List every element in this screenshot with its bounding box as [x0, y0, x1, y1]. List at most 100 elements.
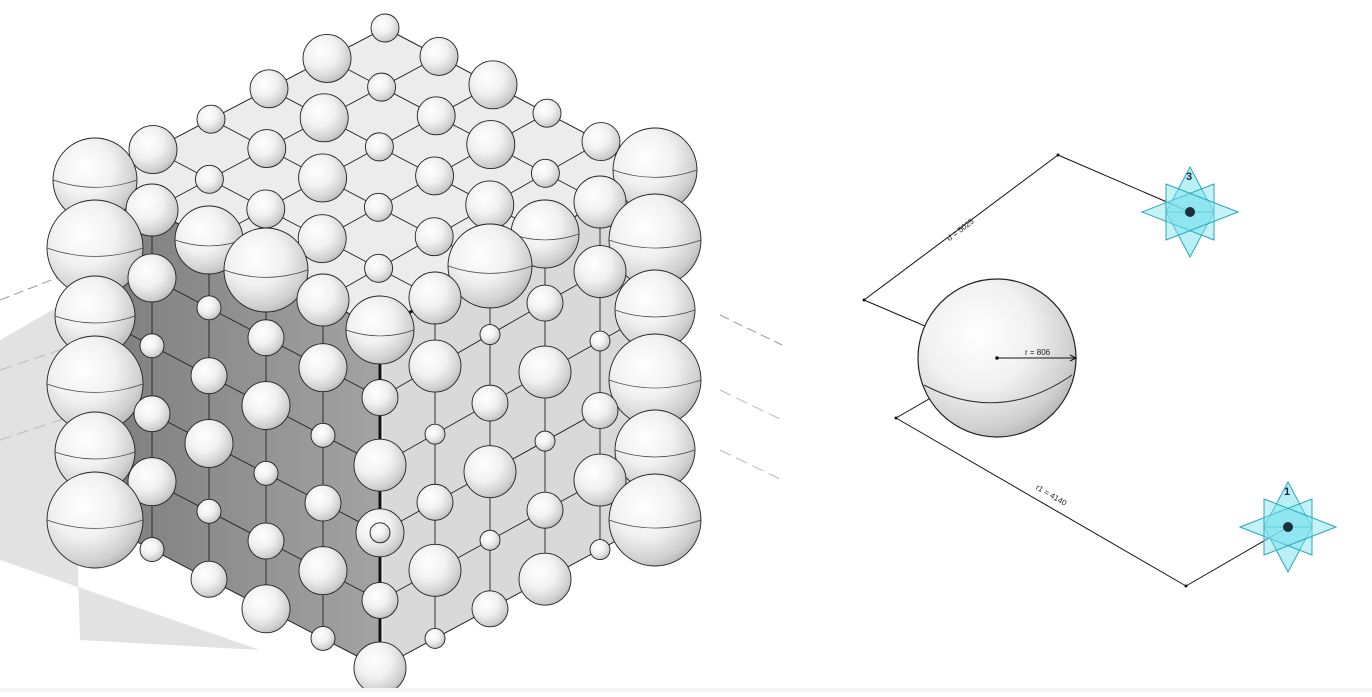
cube-sphere-equator [345, 329, 415, 337]
cube-sphere [223, 227, 309, 313]
cube-sphere [363, 192, 393, 222]
cube-sphere [369, 522, 391, 544]
dimension-d-label: d = 5025 [945, 216, 976, 242]
dimension-r-label: r = 806 [1025, 348, 1051, 357]
cube-sphere [298, 153, 348, 203]
cube-sphere [415, 156, 455, 196]
cube-sphere-equator [52, 179, 138, 188]
family-sphere[interactable]: r = 806 [917, 278, 1078, 438]
cube-sphere-equator [54, 315, 136, 324]
cube-sphere [416, 96, 456, 136]
cube-sphere [196, 104, 226, 134]
cube-sphere [463, 445, 517, 499]
cube-sphere [479, 324, 501, 346]
status-strip [0, 688, 1372, 692]
cube-sphere [127, 457, 177, 507]
cube-sphere-equator [223, 269, 309, 278]
cube-sphere [419, 36, 459, 76]
cube-sphere-equator [54, 451, 136, 460]
cube-sphere [573, 453, 627, 507]
cube-sphere [353, 438, 407, 492]
cube-sphere [241, 381, 291, 430]
cube-sphere [532, 98, 562, 128]
cube-sphere [518, 552, 572, 606]
cube-sphere [139, 333, 165, 359]
reference-point-1[interactable]: 1 [1238, 480, 1338, 574]
cube-sphere [424, 423, 446, 445]
cube-sphere [608, 473, 702, 567]
cube-sphere [573, 245, 627, 298]
cube-sphere [581, 392, 619, 430]
cube-sphere [296, 273, 350, 327]
cube-sphere [468, 60, 518, 110]
cube-sphere [408, 339, 462, 393]
cube-sphere [364, 132, 394, 162]
cube-sphere [249, 69, 289, 109]
cube-sphere [534, 430, 556, 452]
cube-sphere-equator [608, 519, 702, 529]
cube-sphere [581, 122, 621, 162]
cube-sphere [310, 422, 336, 448]
cube-sphere [196, 295, 222, 321]
cube-sphere [246, 189, 286, 229]
cube-sphere [479, 529, 501, 551]
cube-sphere-equator [447, 265, 533, 274]
cube-sphere [345, 295, 415, 365]
cube-sphere-equator [614, 449, 696, 458]
cube-sphere [253, 460, 279, 486]
cube-sphere [133, 395, 171, 433]
cube-sphere [361, 379, 399, 417]
cube-sphere [310, 625, 336, 651]
family-view[interactable]: d = 5025 r1 = 4140 r = 806 3 [862, 153, 1338, 588]
cube-sphere [298, 546, 348, 596]
cube-sphere [128, 125, 178, 175]
cube-sphere [589, 330, 611, 352]
cube-sphere [247, 129, 287, 169]
cube-spheres [46, 13, 702, 695]
cube-sphere [139, 537, 165, 563]
cube-sphere [190, 357, 228, 395]
cube-sphere [353, 641, 407, 695]
cube-sphere [573, 175, 627, 229]
cube-sphere-equator [46, 383, 144, 393]
cube-sphere [241, 584, 291, 634]
cube-sphere [518, 345, 572, 399]
cube-sphere [465, 180, 515, 230]
cube-sphere [304, 484, 342, 522]
cube-sphere [424, 627, 446, 649]
cube-sphere-equator [46, 247, 144, 257]
cube-sphere-equator [46, 519, 144, 529]
cube-sphere [471, 590, 509, 628]
cube-sphere [408, 271, 462, 325]
cube-sphere [302, 33, 352, 83]
cube-sphere [247, 522, 285, 560]
cube-sphere [526, 491, 564, 529]
cube-sphere [297, 214, 347, 264]
cube-sphere [361, 581, 399, 619]
cube-sphere [46, 471, 144, 569]
cube-sphere [466, 120, 516, 170]
cube-sphere [194, 164, 224, 194]
cube-sphere [367, 72, 397, 102]
cube-sphere [370, 13, 400, 43]
cube-sphere [589, 539, 611, 561]
cube-sphere [408, 543, 462, 597]
cube-sphere [196, 498, 222, 524]
cube-sphere [526, 284, 564, 322]
cube-sphere [127, 253, 177, 303]
reference-point-3[interactable]: 3 [1140, 165, 1240, 259]
cube-sphere [184, 419, 234, 468]
cube-sphere-equator [608, 239, 702, 249]
dimension-r1-label: r1 = 4140 [1034, 483, 1068, 508]
cube-sphere-equator [612, 169, 698, 178]
cube-sphere [190, 560, 228, 598]
reference-point-3-label: 3 [1186, 171, 1192, 183]
cube-sphere [414, 217, 454, 257]
cube-sphere [471, 384, 509, 422]
cube-sphere [247, 319, 285, 357]
cube-sphere [364, 253, 394, 283]
reference-point-1-label: 1 [1284, 486, 1290, 498]
cube-sphere-equator [608, 379, 702, 389]
cube-sphere [530, 158, 560, 188]
